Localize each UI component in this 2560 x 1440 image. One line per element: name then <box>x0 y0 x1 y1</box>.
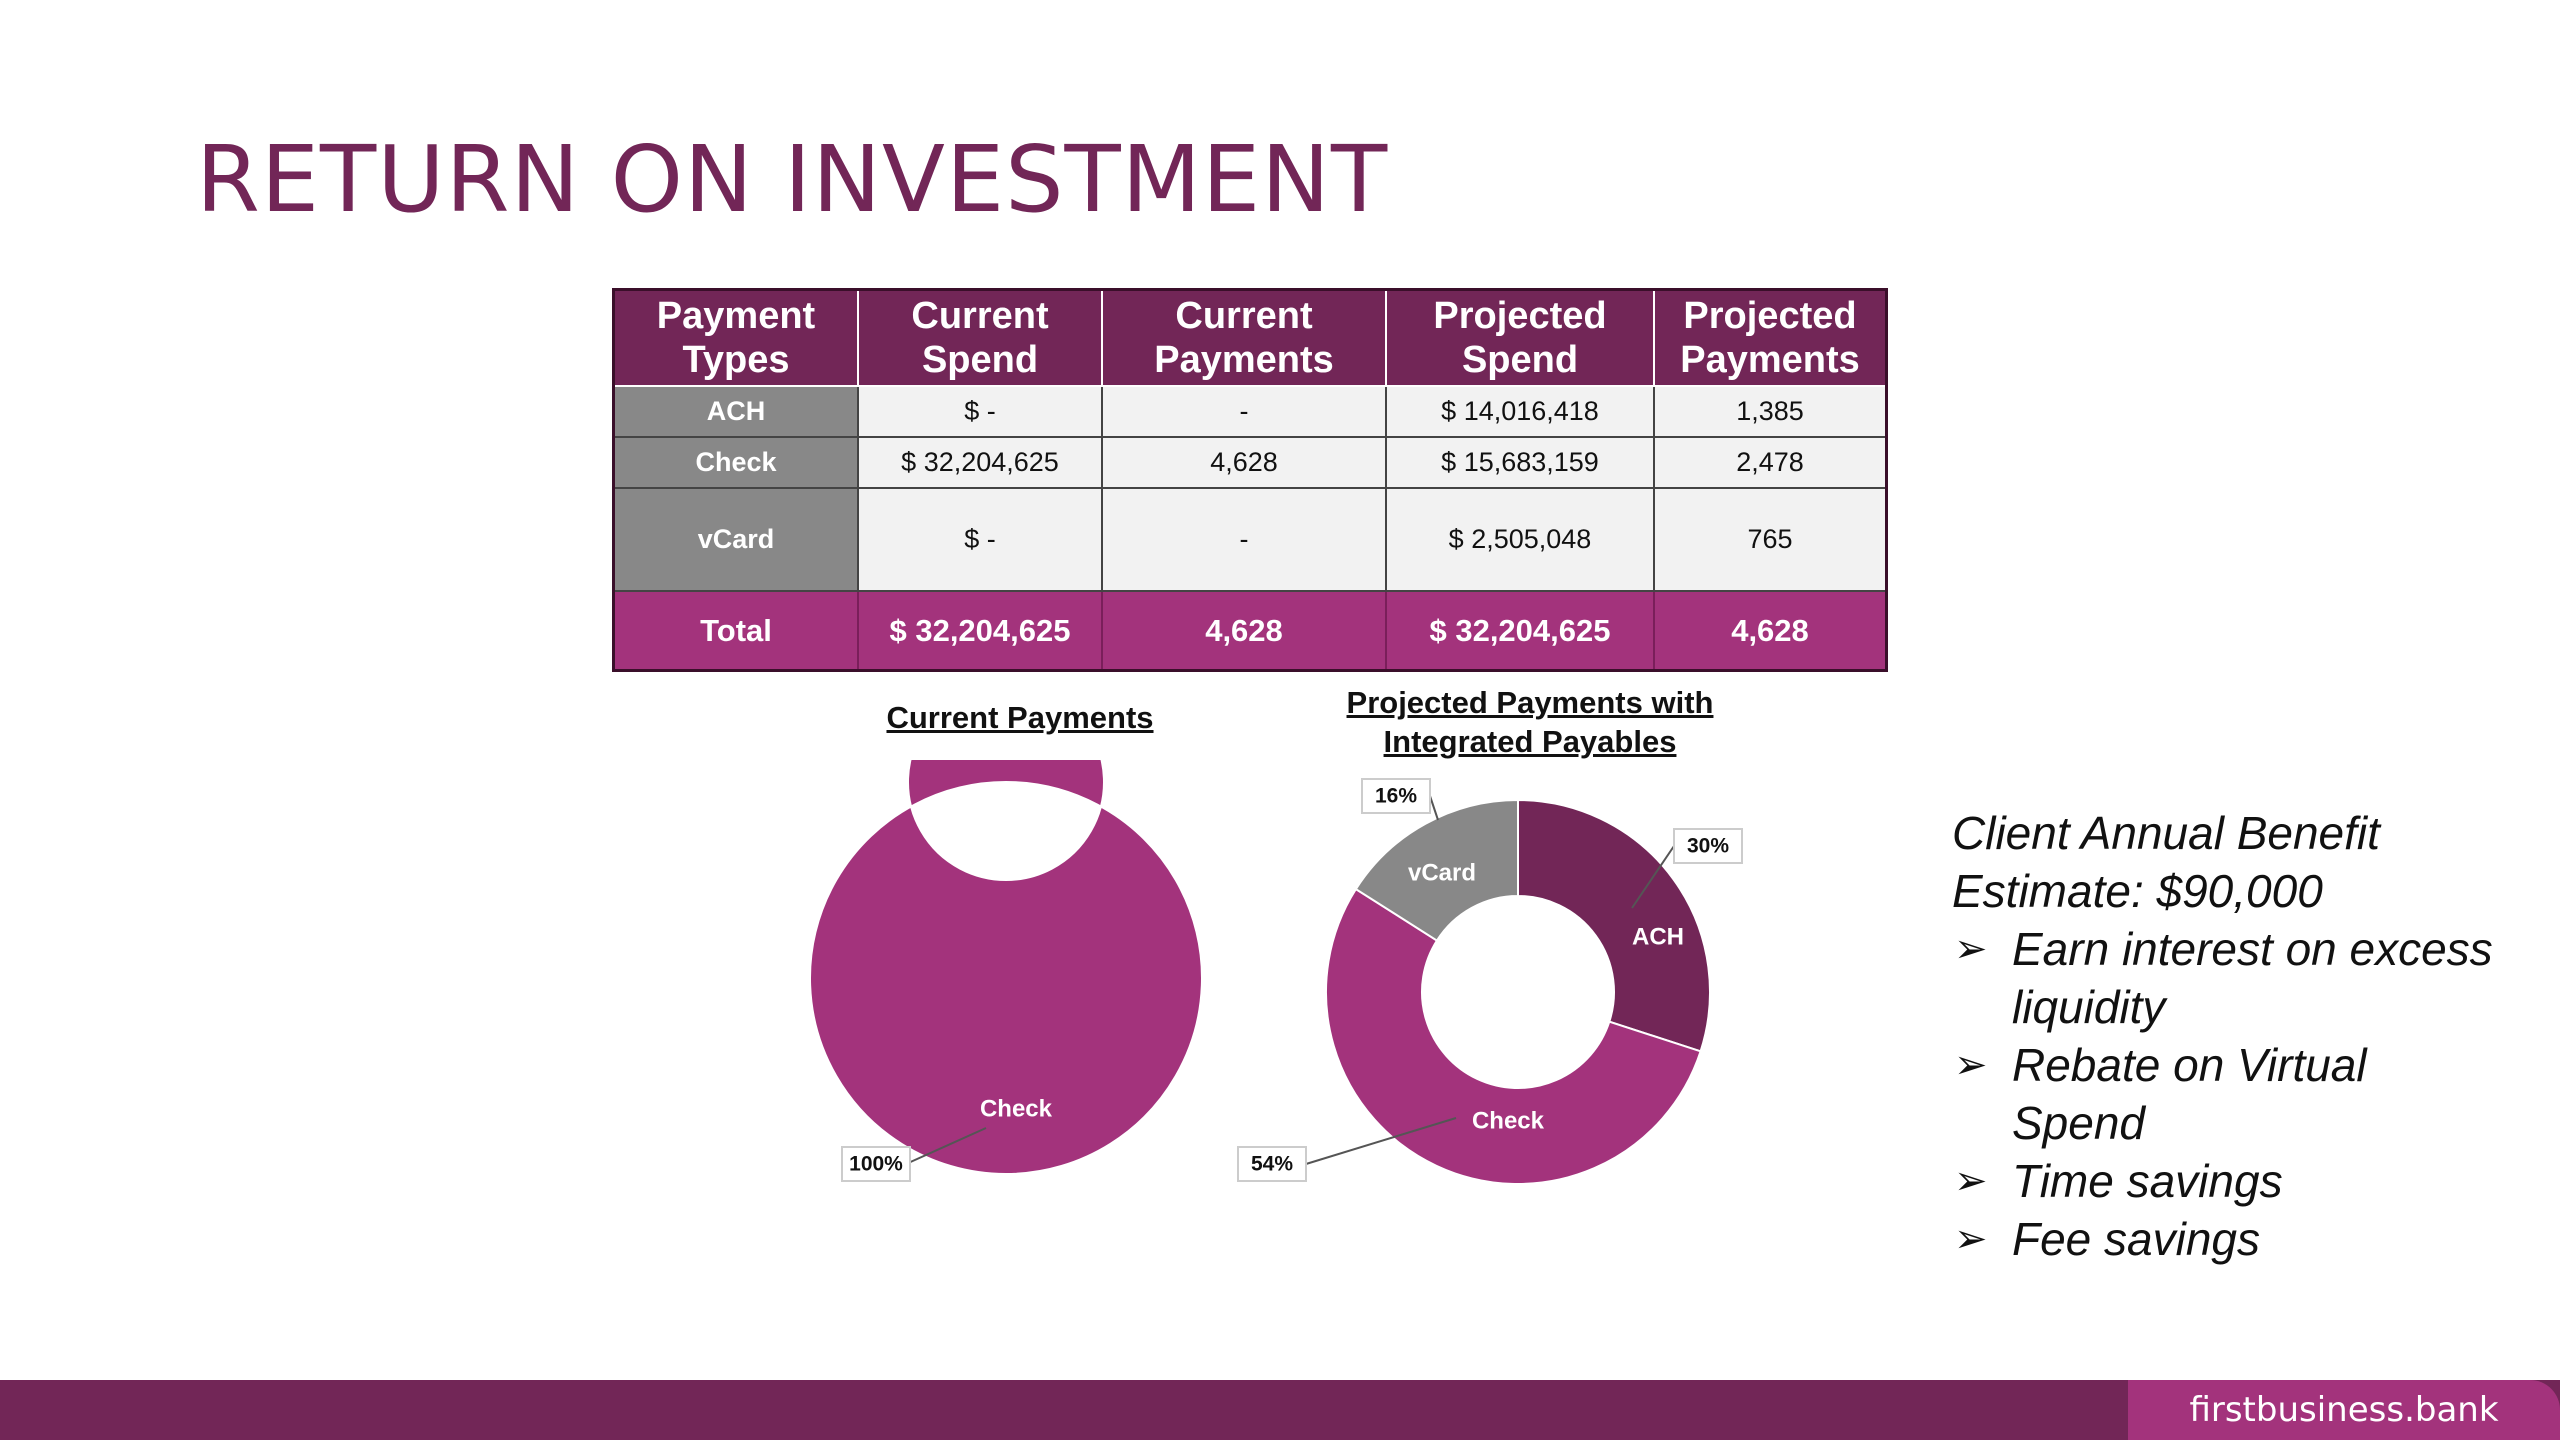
cell-projected-spend: $ 2,505,048 <box>1385 487 1655 592</box>
data-label-box <box>1673 828 1743 864</box>
total-projected-spend: $ 32,204,625 <box>1385 590 1655 672</box>
leader-line <box>905 1127 987 1165</box>
footer-brand-link[interactable]: firstbusiness.bank <box>2128 1380 2560 1440</box>
slice-label-ach: ACH <box>1632 923 1684 950</box>
projected-title-line-1: Projected Payments with <box>1346 685 1714 720</box>
data-label-check: 54% <box>1251 1153 1293 1176</box>
cell-current-payments: - <box>1101 487 1387 592</box>
leader-line <box>1429 795 1439 821</box>
donut-slice-ach <box>1517 798 1711 1053</box>
projected-payments-donut: ACH 30% Check 54% vCard 16% <box>1237 778 1743 1185</box>
benefit-item: ➢ Fee savings <box>1952 1210 2512 1268</box>
data-label-vcard: 16% <box>1375 785 1417 808</box>
benefit-item: ➢ Rebate on Virtual Spend <box>1952 1036 2512 1152</box>
benefit-panel: Client Annual Benefit Estimate: $90,000 … <box>1952 804 2512 1268</box>
total-current-payments: 4,628 <box>1101 590 1387 672</box>
cell-current-spend: $ - <box>857 487 1103 592</box>
data-label-box <box>1361 778 1431 814</box>
projected-payments-chart-title: Projected Payments with Integrated Payab… <box>1300 683 1760 761</box>
data-label-check: 100% <box>849 1153 903 1176</box>
slice-label-check: Check <box>980 1095 1053 1122</box>
benefit-list: ➢ Earn interest on excess liquidity ➢ Reba… <box>1952 920 2512 1268</box>
table-header-row: Payment Types Current Spend Current Payment… <box>612 288 1888 387</box>
header-current-payments: Current Payments <box>1101 288 1387 387</box>
arrow-bullet-icon: ➢ <box>1954 1217 1988 1261</box>
row-label-total: Total <box>612 590 859 672</box>
benefit-item: ➢ Time savings <box>1952 1152 2512 1210</box>
arrow-bullet-icon: ➢ <box>1954 927 1988 971</box>
current-payments-chart-title: Current Payments <box>886 700 1154 735</box>
cell-projected-spend: $ 15,683,159 <box>1385 436 1655 489</box>
data-label-box <box>841 1146 911 1182</box>
row-label-vcard: vCard <box>612 487 859 592</box>
benefit-heading-line-1: Client Annual Benefit <box>1952 807 2380 859</box>
slice-label-check: Check <box>1472 1107 1545 1134</box>
cell-current-payments: 4,628 <box>1101 436 1387 489</box>
donut-slice-check <box>809 760 1203 1175</box>
cell-current-payments: - <box>1101 385 1387 438</box>
total-projected-payments: 4,628 <box>1653 590 1888 672</box>
benefit-heading-line-2: Estimate: $90,000 <box>1952 865 2323 917</box>
arrow-bullet-icon: ➢ <box>1954 1043 1988 1087</box>
projected-title-line-2: Integrated Payables <box>1383 724 1677 759</box>
total-current-spend: $ 32,204,625 <box>857 590 1103 672</box>
header-projected-payments: Projected Payments <box>1653 288 1888 387</box>
header-payment-types: Payment Types <box>612 288 859 387</box>
header-current-spend: Current Spend <box>857 288 1103 387</box>
leader-line <box>1631 845 1675 909</box>
data-label-box <box>1237 1146 1307 1182</box>
cell-projected-payments: 1,385 <box>1653 385 1888 438</box>
row-label-check: Check <box>612 436 859 489</box>
row-label-ach: ACH <box>612 385 859 438</box>
roi-table: Payment Types Current Spend Current Payment… <box>612 288 1888 672</box>
donut-slice-vcard <box>1354 798 1519 942</box>
leader-line <box>1305 1117 1457 1165</box>
table-row: ACH $ - - $ 14,016,418 1,385 <box>612 385 1888 438</box>
header-projected-spend: Projected Spend <box>1385 288 1655 387</box>
benefit-item: ➢ Earn interest on excess liquidity <box>1952 920 2512 1036</box>
cell-current-spend: $ 32,204,625 <box>857 436 1103 489</box>
data-label-ach: 30% <box>1687 835 1729 858</box>
cell-current-spend: $ - <box>857 385 1103 438</box>
slide-title: RETURN ON INVESTMENT <box>196 126 1389 233</box>
cell-projected-payments: 2,478 <box>1653 436 1888 489</box>
current-payments-donut: Check 100% <box>809 760 1203 1182</box>
slice-label-vcard: vCard <box>1408 859 1476 886</box>
table-row: Check $ 32,204,625 4,628 $ 15,683,159 2,… <box>612 436 1888 489</box>
table-total-row: Total $ 32,204,625 4,628 $ 32,204,625 4,… <box>612 590 1888 672</box>
table-row: vCard $ - - $ 2,505,048 765 <box>612 487 1888 592</box>
donut-slice-check <box>1325 887 1702 1185</box>
cell-projected-payments: 765 <box>1653 487 1888 592</box>
cell-projected-spend: $ 14,016,418 <box>1385 385 1655 438</box>
arrow-bullet-icon: ➢ <box>1954 1159 1988 1203</box>
